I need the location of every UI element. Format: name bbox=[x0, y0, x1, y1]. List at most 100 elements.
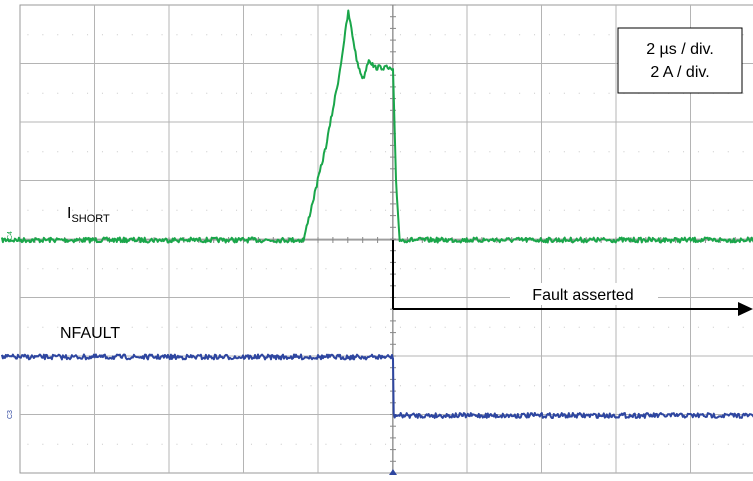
grid-minor-dot bbox=[459, 268, 461, 270]
grid-minor-dot bbox=[429, 209, 431, 211]
grid-minor-dot bbox=[161, 443, 163, 445]
grid-minor-dot bbox=[57, 268, 59, 270]
grid-minor-dot bbox=[399, 326, 401, 328]
fault-asserted-annotation: Fault asserted bbox=[392, 240, 753, 316]
grid-minor-dot bbox=[563, 92, 565, 94]
grid-minor-dot bbox=[42, 151, 44, 153]
grid-minor-dot bbox=[742, 326, 744, 328]
grid-minor-dot bbox=[653, 209, 655, 211]
grid-minor-dot bbox=[206, 209, 208, 211]
grid-minor-dot bbox=[176, 443, 178, 445]
grid-minor-dot bbox=[146, 209, 148, 211]
grid-minor-dot bbox=[429, 151, 431, 153]
scale-box: 2 µs / div. 2 A / div. bbox=[617, 27, 743, 94]
grid-minor-dot bbox=[474, 92, 476, 94]
grid-minor-dot bbox=[191, 326, 193, 328]
grid-minor-dot bbox=[474, 151, 476, 153]
grid-minor-dot bbox=[57, 326, 59, 328]
grid-minor-dot bbox=[534, 326, 536, 328]
grid-minor-dot bbox=[459, 443, 461, 445]
grid-minor-dot bbox=[608, 151, 610, 153]
grid-minor-dot bbox=[325, 92, 327, 94]
grid-minor-dot bbox=[27, 268, 29, 270]
grid-minor-dot bbox=[57, 92, 59, 94]
traces bbox=[0, 9, 753, 419]
grid-minor-dot bbox=[697, 151, 699, 153]
grid-minor-dot bbox=[176, 34, 178, 36]
grid-minor-dot bbox=[72, 151, 74, 153]
grid-minor-dot bbox=[191, 92, 193, 94]
grid-minor-dot bbox=[563, 151, 565, 153]
grid-minor-dot bbox=[623, 209, 625, 211]
grid-minor-dot bbox=[295, 92, 297, 94]
grid-minor-dot bbox=[697, 209, 699, 211]
grid-minor-dot bbox=[280, 92, 282, 94]
grid-minor-dot bbox=[310, 385, 312, 387]
grid-minor-dot bbox=[429, 268, 431, 270]
grid-minor-dot bbox=[474, 268, 476, 270]
grid-minor-dot bbox=[27, 385, 29, 387]
grid-minor-dot bbox=[742, 34, 744, 36]
grid-minor-dot bbox=[295, 268, 297, 270]
grid-minor-dot bbox=[742, 92, 744, 94]
grid-minor-dot bbox=[653, 268, 655, 270]
grid-minor-dot bbox=[221, 209, 223, 211]
grid-minor-dot bbox=[250, 268, 252, 270]
grid-minor-dot bbox=[161, 34, 163, 36]
grid-minor-dot bbox=[519, 34, 521, 36]
grid-minor-dot bbox=[399, 34, 401, 36]
grid-minor-dot bbox=[742, 268, 744, 270]
grid-minor-dot bbox=[176, 209, 178, 211]
grid-minor-dot bbox=[459, 92, 461, 94]
grid-minor-dot bbox=[355, 34, 357, 36]
grid-minor-dot bbox=[534, 34, 536, 36]
grid-minor-dot bbox=[727, 385, 729, 387]
grid-minor-dot bbox=[697, 443, 699, 445]
grid-minor-dot bbox=[221, 443, 223, 445]
grid-minor-dot bbox=[101, 268, 103, 270]
grid-minor-dot bbox=[146, 151, 148, 153]
nfault-label: NFAULT bbox=[60, 325, 120, 342]
grid-minor-dot bbox=[370, 151, 372, 153]
grid-minor-dot bbox=[474, 326, 476, 328]
grid-minor-dot bbox=[459, 326, 461, 328]
grid-minor-dot bbox=[265, 34, 267, 36]
grid-minor-dot bbox=[116, 385, 118, 387]
grid-minor-dot bbox=[265, 92, 267, 94]
ishort-trace bbox=[0, 9, 753, 244]
grid-minor-dot bbox=[668, 151, 670, 153]
grid-minor-dot bbox=[563, 34, 565, 36]
grid-minor-dot bbox=[310, 92, 312, 94]
grid-minor-dot bbox=[176, 151, 178, 153]
grid-minor-dot bbox=[444, 209, 446, 211]
grid-minor-dot bbox=[295, 326, 297, 328]
grid-minor-dot bbox=[712, 151, 714, 153]
ishort-label: ISHORT bbox=[67, 205, 110, 225]
grid-minor-dot bbox=[265, 268, 267, 270]
grid-minor-dot bbox=[653, 385, 655, 387]
grid-minor-dot bbox=[146, 34, 148, 36]
grid-minor-dot bbox=[250, 209, 252, 211]
grid-minor-dot bbox=[489, 92, 491, 94]
grid-minor-dot bbox=[578, 151, 580, 153]
grid-minor-dot bbox=[712, 385, 714, 387]
grid-minor-dot bbox=[444, 443, 446, 445]
grid-minor-dot bbox=[444, 385, 446, 387]
grid-minor-dot bbox=[623, 326, 625, 328]
grid-minor-dot bbox=[742, 443, 744, 445]
grid-minor-dot bbox=[250, 443, 252, 445]
grid-minor-dot bbox=[399, 209, 401, 211]
grid-minor-dot bbox=[593, 443, 595, 445]
grid-minor-dot bbox=[385, 92, 387, 94]
grid-minor-dot bbox=[101, 151, 103, 153]
grid-minor-dot bbox=[370, 92, 372, 94]
grid-minor-dot bbox=[683, 326, 685, 328]
grid-minor-dot bbox=[310, 268, 312, 270]
grid-minor-dot bbox=[429, 443, 431, 445]
grid-minor-dot bbox=[27, 151, 29, 153]
grid-minor-dot bbox=[578, 443, 580, 445]
grid-minor-dot bbox=[623, 151, 625, 153]
grid-minor-dot bbox=[548, 385, 550, 387]
grid-minor-dot bbox=[504, 209, 506, 211]
grid-minor-dot bbox=[712, 443, 714, 445]
